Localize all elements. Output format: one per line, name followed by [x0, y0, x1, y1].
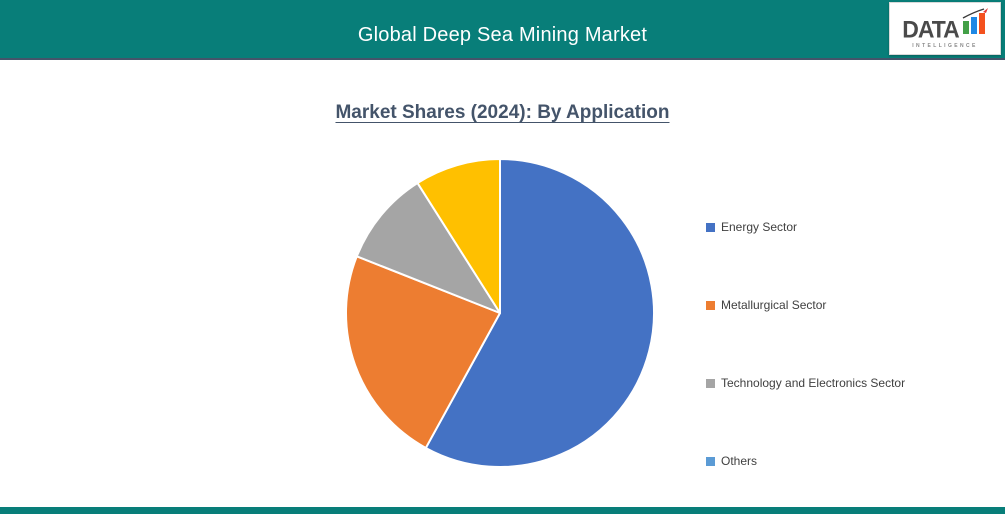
pie-slice [424, 158, 655, 468]
bar-chart-icon [962, 7, 988, 41]
header-divider [0, 58, 1005, 60]
legend-label: Energy Sector [721, 220, 798, 234]
legend-marker [706, 222, 715, 232]
chart-title: Market Shares (2024): By Application [335, 102, 670, 123]
legend-label: Metallurgical Sector [721, 298, 827, 312]
legend-marker [706, 300, 715, 310]
logo-text: DATA [902, 14, 959, 43]
legend-label: Technology and Electronics Sector [721, 376, 906, 390]
pie-slice [416, 158, 501, 314]
legend-marker [706, 378, 715, 388]
legend-label: Others [721, 454, 758, 468]
legend-item: Metallurgical Sector [706, 296, 986, 314]
legend-item: Energy Sector [706, 218, 986, 236]
header-bar: Global Deep Sea Mining Market DATA INTEL… [0, 0, 1005, 58]
logo-subtext: INTELLIGENCE [912, 42, 978, 49]
legend-item: Others [706, 452, 986, 470]
logo-row: DATA [902, 7, 988, 43]
legend-marker [706, 456, 715, 466]
pie-slice [345, 255, 501, 449]
pie-chart [345, 158, 655, 468]
pie-slice [355, 181, 501, 314]
legend-item: Technology and Electronics Sector [706, 374, 986, 392]
chart-legend: Energy Sector Metallurgical Sector Techn… [706, 218, 986, 514]
header-title: Global Deep Sea Mining Market [357, 24, 648, 46]
logo: DATA INTELLIGENCE [889, 2, 1001, 55]
footer-bar [0, 507, 1005, 514]
